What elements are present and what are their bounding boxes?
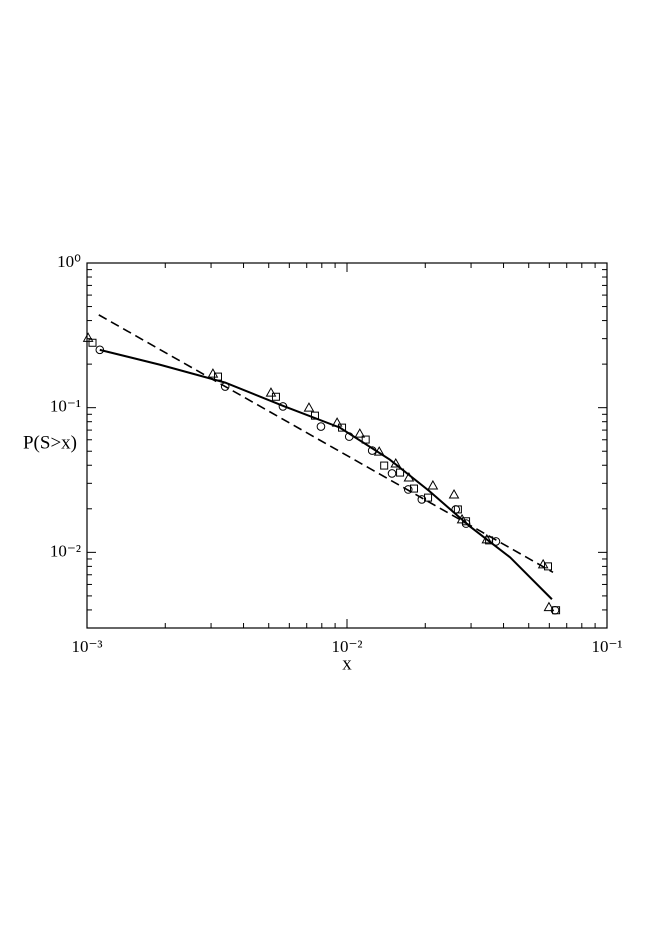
y-axis-label: P(S>x) bbox=[23, 432, 77, 453]
triangle-point bbox=[537, 558, 549, 569]
x-tick-label: 10⁻³ bbox=[71, 637, 102, 656]
plot-frame bbox=[86, 262, 608, 629]
dashed-fit-line bbox=[98, 314, 554, 573]
triangle-point bbox=[303, 402, 315, 412]
triangle-point bbox=[448, 489, 460, 499]
x-axis-label: x bbox=[342, 653, 352, 674]
square-point bbox=[88, 338, 97, 347]
circle-point bbox=[417, 495, 427, 504]
circle-point bbox=[387, 469, 397, 478]
x-tick-label: 10⁻¹ bbox=[591, 637, 622, 656]
y-tick-label: 10⁻¹ bbox=[50, 397, 81, 416]
y-tick-label: 10⁻² bbox=[50, 541, 81, 560]
triangle-point bbox=[265, 387, 277, 397]
triangle-point bbox=[543, 601, 555, 612]
circle-point bbox=[550, 605, 560, 615]
triangle-point bbox=[82, 332, 94, 342]
square-point bbox=[380, 461, 389, 470]
square-point bbox=[396, 468, 405, 477]
y-tick-label: 10⁰ bbox=[57, 252, 81, 271]
square-point bbox=[543, 562, 552, 571]
circle-point bbox=[461, 519, 471, 528]
square-point bbox=[271, 392, 280, 401]
circle-point bbox=[316, 422, 326, 431]
square-point bbox=[409, 484, 418, 493]
solid-fit-line bbox=[99, 348, 553, 600]
x-tick-label: 10⁻² bbox=[331, 637, 362, 656]
triangle-point bbox=[354, 428, 366, 438]
triangle-point bbox=[427, 479, 439, 490]
square-point bbox=[453, 505, 462, 514]
circle-point bbox=[403, 485, 413, 494]
